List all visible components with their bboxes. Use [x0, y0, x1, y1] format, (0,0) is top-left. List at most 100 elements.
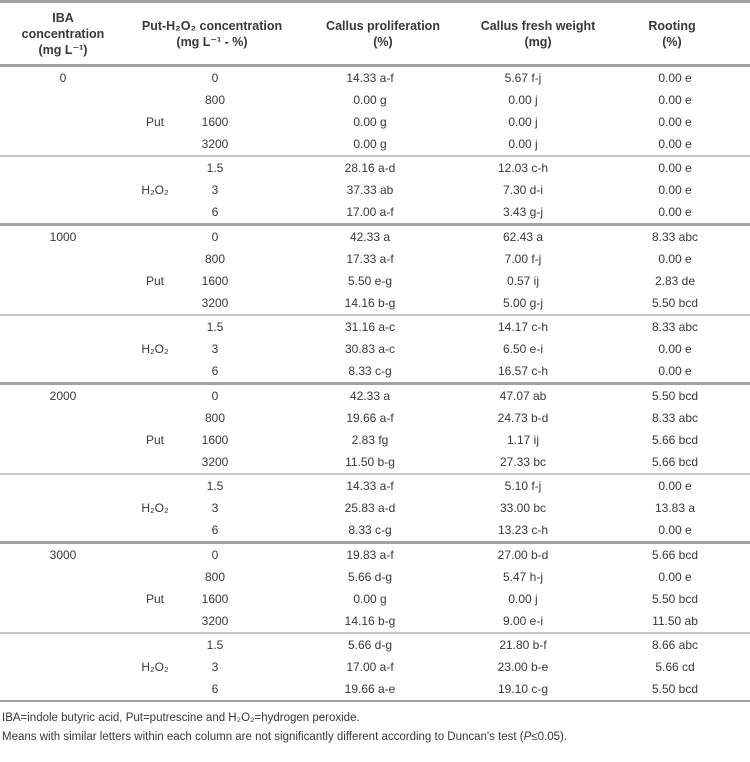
treatment-label-cell: Put [145, 433, 164, 447]
callus-proliferation-cell: 25.83 a-d [344, 501, 396, 515]
rooting-cell: 5.66 bcd [651, 548, 699, 562]
callus-proliferation-cell: 19.66 a-f [346, 411, 394, 425]
callus-proliferation-cell: 8.33 c-g [348, 523, 392, 537]
treatment-concentration-cell: 1.5 [206, 320, 224, 334]
horizontal-rule [0, 155, 750, 157]
horizontal-rule [0, 700, 750, 702]
callus-fresh-weight-cell: 1.17 ij [506, 433, 540, 447]
rooting-cell: 5.66 bcd [651, 433, 699, 447]
treatment-label-cell [126, 248, 184, 270]
callus-fresh-weight-cell: 0.00 j [508, 137, 538, 151]
callus-fresh-weight-cell: 62.43 a [502, 230, 544, 244]
treatment-concentration-cell: 800 [204, 411, 226, 425]
treatment-concentration-cell: 3200 [201, 296, 229, 310]
callus-fresh-weight-cell: 6.50 e-i [502, 342, 544, 356]
callus-fresh-weight-cell: 27.33 bc [499, 455, 547, 469]
rooting-cell: 0.00 e [658, 183, 692, 197]
table-row: 6 8.33 c-g 16.57 c-h 0.00 e [0, 360, 750, 382]
column-header-rooting: Rooting (%) [610, 18, 750, 50]
table-header: IBA concentration (mg L⁻¹) Put-H₂O₂ conc… [0, 3, 750, 64]
table-body: 0 0 14.33 a-f 5.67 f-j 0.00 e 800 0.00 g 0.00 j… [0, 67, 750, 702]
table-row: H₂O₂ 3 17.00 a-f 23.00 b-e 5.66 cd [0, 656, 750, 678]
rooting-cell: 0.00 e [658, 71, 692, 85]
treatment-concentration-cell: 1600 [201, 115, 229, 129]
table-row: 3200 0.00 g 0.00 j 0.00 e [0, 133, 750, 155]
callus-proliferation-cell: 14.16 b-g [344, 296, 396, 310]
table-row: 1000 0 42.33 a 62.43 a 8.33 abc [0, 226, 750, 248]
iba-concentration-cell [0, 634, 126, 656]
callus-proliferation-cell: 19.66 a-e [344, 682, 396, 696]
footnote-p-symbol: P [523, 731, 532, 743]
treatment-label-cell: H₂O₂ [141, 660, 169, 674]
rooting-cell: 8.33 abc [651, 320, 699, 334]
iba-concentration-cell [0, 429, 126, 451]
treatment-label-cell [126, 610, 184, 632]
iba-concentration-cell [0, 248, 126, 270]
iba-concentration-cell: 3000 [49, 548, 77, 562]
callus-fresh-weight-cell: 12.03 c-h [497, 161, 549, 175]
treatment-concentration-cell: 1.5 [206, 161, 224, 175]
callus-fresh-weight-cell: 19.10 c-g [497, 682, 549, 696]
callus-proliferation-cell: 37.33 ab [346, 183, 394, 197]
treatment-concentration-cell: 0 [211, 389, 219, 403]
table-footnotes: IBA=indole butyric acid, Put=putrescine … [0, 702, 750, 747]
callus-proliferation-cell: 42.33 a [349, 230, 391, 244]
callus-proliferation-cell: 0.00 g [353, 137, 387, 151]
treatment-concentration-cell: 6 [211, 364, 219, 378]
iba-concentration-cell: 2000 [49, 389, 77, 403]
callus-fresh-weight-cell: 7.30 d-i [502, 183, 544, 197]
treatment-label-cell: H₂O₂ [141, 183, 169, 197]
rooting-cell: 5.66 bcd [651, 455, 699, 469]
treatment-label-cell: Put [145, 115, 164, 129]
callus-proliferation-cell: 5.50 e-g [347, 274, 393, 288]
table-row: 3200 14.16 b-g 5.00 g-j 5.50 bcd [0, 292, 750, 314]
table-row: 6 19.66 a-e 19.10 c-g 5.50 bcd [0, 678, 750, 700]
rooting-cell: 8.33 abc [651, 411, 699, 425]
iba-concentration-cell [0, 656, 126, 678]
callus-fresh-weight-cell: 5.47 h-j [502, 570, 544, 584]
table-row: 1.5 14.33 a-f 5.10 f-j 0.00 e [0, 475, 750, 497]
callus-proliferation-cell: 42.33 a [349, 389, 391, 403]
treatment-concentration-cell: 3200 [201, 614, 229, 628]
callus-fresh-weight-cell: 5.67 f-j [504, 71, 542, 85]
iba-concentration-cell: 0 [59, 71, 67, 85]
callus-proliferation-cell: 0.00 g [353, 592, 387, 606]
iba-concentration-cell [0, 270, 126, 292]
table-row: 1.5 28.16 a-d 12.03 c-h 0.00 e [0, 157, 750, 179]
callus-fresh-weight-cell: 0.00 j [508, 592, 538, 606]
iba-concentration-cell [0, 157, 126, 179]
horizontal-rule [0, 541, 750, 544]
callus-proliferation-cell: 2.83 fg [351, 433, 389, 447]
table-row: 1.5 5.66 d-g 21.80 b-f 8.66 abc [0, 634, 750, 656]
callus-fresh-weight-cell: 21.80 b-f [499, 638, 547, 652]
callus-proliferation-cell: 17.00 a-f [346, 660, 394, 674]
iba-concentration-cell [0, 610, 126, 632]
rooting-cell: 0.00 e [658, 364, 692, 378]
column-header-callus-proliferation: Callus proliferation (%) [286, 18, 480, 50]
callus-proliferation-cell: 17.00 a-f [346, 205, 394, 219]
treatment-concentration-cell: 3 [211, 501, 219, 515]
table-row: 2000 0 42.33 a 47.07 ab 5.50 bcd [0, 385, 750, 407]
rooting-cell: 0.00 e [658, 523, 692, 537]
iba-concentration-cell [0, 179, 126, 201]
treatment-concentration-cell: 3 [211, 342, 219, 356]
callus-proliferation-cell: 19.83 a-f [346, 548, 394, 562]
table-row: Put 1600 5.50 e-g 0.57 ij 2.83 de [0, 270, 750, 292]
callus-fresh-weight-cell: 47.07 ab [499, 389, 547, 403]
iba-concentration-cell [0, 519, 126, 541]
treatment-label-cell [126, 316, 184, 338]
rooting-cell: 5.50 bcd [651, 682, 699, 696]
treatment-label-cell [126, 519, 184, 541]
rooting-cell: 0.00 e [658, 93, 692, 107]
iba-concentration-cell [0, 292, 126, 314]
callus-proliferation-cell: 14.16 b-g [344, 614, 396, 628]
callus-fresh-weight-cell: 14.17 c-h [497, 320, 549, 334]
rooting-cell: 5.50 bcd [651, 296, 699, 310]
column-header-line: Callus proliferation [326, 19, 440, 33]
treatment-concentration-cell: 1600 [201, 592, 229, 606]
treatment-label-cell [126, 89, 184, 111]
treatment-label-cell [126, 385, 184, 407]
table-row: H₂O₂ 3 30.83 a-c 6.50 e-i 0.00 e [0, 338, 750, 360]
treatment-concentration-cell: 0 [211, 71, 219, 85]
